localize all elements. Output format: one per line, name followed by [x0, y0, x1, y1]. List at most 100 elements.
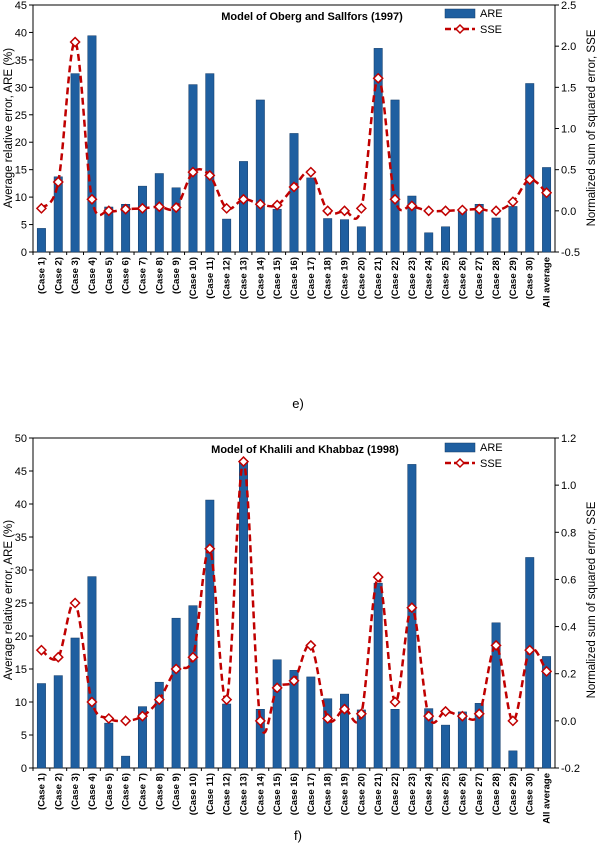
x-tick-label: (Case 17)	[306, 773, 317, 815]
chart-title: Model of Khalili and Khabbaz (1998)	[211, 444, 399, 456]
x-tick-label: (Case 20)	[356, 257, 367, 299]
sse-series-line	[40, 460, 548, 734]
x-tick-label: (Case 26)	[457, 773, 468, 815]
sse-point	[389, 696, 401, 708]
y2-tick-label: -0.2	[561, 763, 580, 775]
are-bar	[340, 693, 349, 769]
y-tick-label: 10	[15, 192, 27, 204]
sse-point	[237, 193, 250, 205]
chart-panel-f: 0 5 10 15 20 25 30 35 40 45 50 -0.2 0.0 0.2 0.4 0.6 0.8…	[3, 433, 598, 843]
right-axis-ticks: -0.2 0.0 0.2 0.4 0.6 0.8 1.0 1.2	[555, 433, 580, 775]
x-tick-label: (Case 29)	[508, 773, 519, 815]
y-axis-label: Average relative error, ARE (%)	[3, 48, 15, 208]
sse-point	[507, 715, 519, 727]
sse-point	[254, 198, 266, 210]
are-bar	[188, 605, 198, 769]
panel-label: f)	[294, 828, 302, 843]
y-tick-label: 0	[21, 763, 27, 775]
sse-point	[473, 708, 485, 720]
are-bar	[53, 176, 63, 253]
x-tick-label: (Case 30)	[525, 773, 536, 815]
x-tick-label: (Case 6)	[121, 773, 132, 810]
x-tick-label: (Case 2)	[53, 257, 64, 294]
x-axis-ticks: (Case 1) (Case 2) (Case 3) (Case 4) (Case 5)…	[32, 768, 553, 824]
x-tick-label: (Case 16)	[289, 773, 300, 815]
x-tick-label: (Case 15)	[272, 773, 283, 815]
are-bar	[272, 208, 282, 253]
are-bar	[340, 219, 349, 253]
sse-point	[439, 705, 452, 717]
sse-point	[204, 543, 216, 555]
sse-point	[187, 651, 199, 663]
x-tick-label: (Case 9)	[171, 257, 182, 294]
x-tick-label: (Case 12)	[222, 773, 233, 815]
y2-tick-label: 1.5	[561, 82, 576, 94]
legend: ARE SSE	[444, 442, 503, 470]
x-tick-label: (Case 21)	[373, 257, 384, 299]
sse-point	[524, 644, 536, 656]
x-tick-label: (Case 15)	[272, 257, 283, 299]
are-bar	[222, 703, 232, 769]
y2-tick-label: -0.5	[561, 247, 580, 259]
y2-tick-label: 0.0	[561, 206, 576, 218]
are-bar	[137, 185, 147, 253]
y-tick-label: 50	[15, 433, 27, 445]
are-bar	[36, 683, 46, 769]
y2-axis-label: Normalized sum of squared error, SSE	[586, 501, 598, 698]
x-tick-label: (Case 13)	[238, 773, 249, 815]
are-bar	[53, 675, 63, 769]
y2-tick-label: 1.2	[561, 433, 576, 445]
sse-point	[305, 166, 317, 178]
x-tick-label: (Case 14)	[255, 773, 266, 815]
sse-point	[338, 703, 351, 715]
x-tick-label: (Case 5)	[104, 257, 115, 294]
legend-are-swatch	[444, 8, 476, 19]
x-tick-label: (Case 8)	[154, 257, 165, 294]
x-tick-label: (Case 27)	[474, 773, 485, 815]
are-bars	[36, 35, 552, 253]
y2-tick-label: 0.0	[561, 716, 576, 728]
are-bar	[407, 195, 417, 253]
sse-point	[271, 682, 283, 694]
sse-point	[237, 456, 250, 468]
are-bar	[373, 48, 383, 253]
x-tick-label: (Case 26)	[457, 257, 468, 299]
are-bar	[323, 218, 333, 253]
x-tick-label: (Case 7)	[137, 257, 148, 294]
y-tick-label: 30	[15, 565, 27, 577]
sse-point	[52, 176, 64, 188]
x-tick-label: (Case 6)	[121, 257, 132, 294]
sse-point	[170, 201, 182, 214]
sse-point	[153, 694, 165, 706]
sse-point	[136, 202, 149, 214]
sse-point	[456, 204, 468, 216]
x-tick-label: (Case 27)	[474, 257, 485, 299]
sse-point	[355, 708, 367, 720]
sse-point	[406, 602, 418, 614]
sse-point	[86, 193, 98, 205]
y2-tick-label: 0.4	[561, 622, 576, 634]
y-tick-label: 15	[15, 165, 27, 177]
are-bar	[441, 226, 451, 253]
sse-point	[439, 205, 452, 217]
x-axis-ticks: (Case 1) (Case 2) (Case 3) (Case 4) (Case 5)…	[32, 252, 553, 308]
are-bar	[205, 499, 215, 769]
y2-tick-label: 2.0	[561, 41, 576, 53]
sse-point	[204, 169, 216, 181]
are-bar	[205, 73, 215, 253]
sse-point	[187, 166, 199, 178]
sse-point	[52, 651, 64, 663]
panel-label: e)	[292, 396, 304, 411]
x-tick-label: (Case 14)	[255, 257, 266, 299]
legend-are-swatch	[444, 442, 476, 453]
legend-sse-marker	[454, 23, 466, 35]
y-tick-label: 25	[15, 598, 27, 610]
sse-point	[541, 665, 553, 677]
y2-tick-label: 0.2	[561, 669, 576, 681]
are-bar	[255, 709, 265, 769]
x-tick-label: (Case 12)	[222, 257, 233, 299]
are-bar	[491, 217, 501, 253]
x-tick-label: (Case 3)	[70, 773, 81, 810]
legend-sse-marker	[454, 457, 466, 469]
